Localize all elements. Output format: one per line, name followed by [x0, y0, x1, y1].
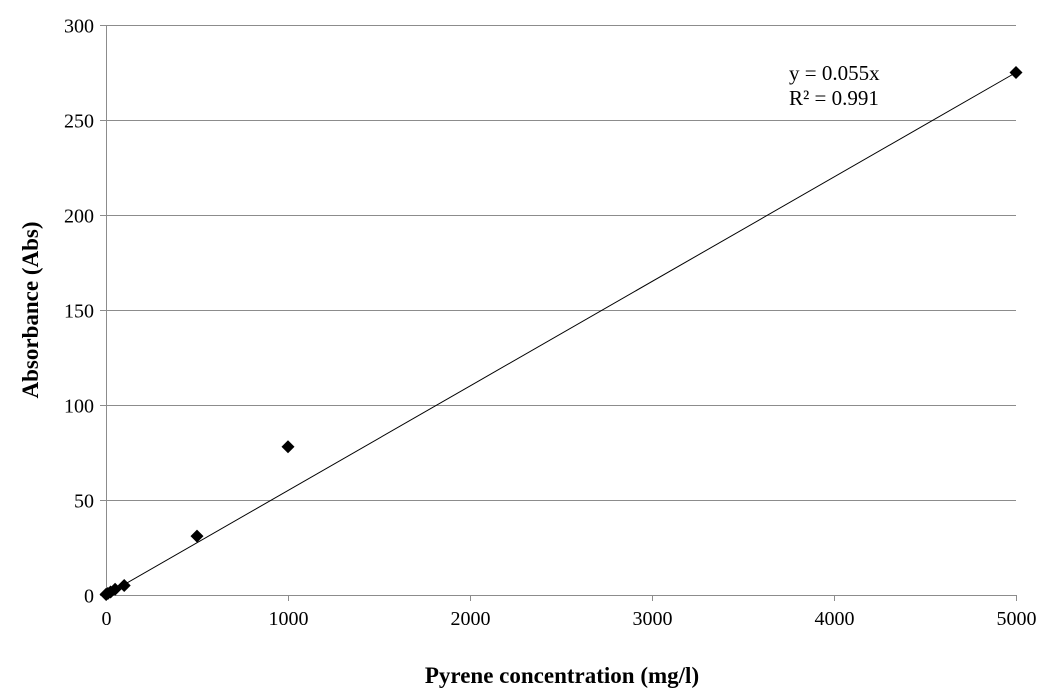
x-tick-label: 2000: [451, 608, 491, 630]
trendline-equation: y = 0.055x: [789, 61, 880, 85]
y-axis-title: Absorbance (Abs): [18, 222, 43, 399]
x-tick-label: 0: [102, 608, 112, 630]
x-tick-label: 4000: [815, 608, 855, 630]
y-tick-label: 100: [64, 396, 94, 418]
x-tick-label: 3000: [633, 608, 673, 630]
x-tick-label: 1000: [269, 608, 309, 630]
y-tick-label: 150: [64, 301, 94, 323]
y-tick-labels: 0 50 100 150 200 250 300: [64, 16, 94, 608]
y-tick-label: 250: [64, 111, 94, 133]
trendline-line: [105, 72, 1017, 596]
data-point: [190, 529, 204, 543]
y-tick-label: 0: [84, 586, 94, 608]
axes: [100, 25, 1017, 601]
trendline-r-squared: R² = 0.991: [789, 86, 879, 110]
data-point: [117, 579, 131, 592]
data-point: [281, 440, 295, 454]
x-tick-label: 5000: [997, 608, 1037, 630]
y-tick-label: 50: [74, 491, 94, 513]
data-points: [99, 66, 1023, 601]
y-tick-label: 200: [64, 206, 94, 228]
data-point: [1009, 66, 1023, 79]
x-tick-labels: 0 1000 2000 3000 4000 5000: [102, 608, 1037, 630]
trendline: [105, 72, 1017, 596]
x-axis-title: Pyrene concentration (mg/l): [425, 663, 699, 688]
y-tick-label: 300: [64, 16, 94, 38]
grid-lines: [106, 25, 1016, 501]
